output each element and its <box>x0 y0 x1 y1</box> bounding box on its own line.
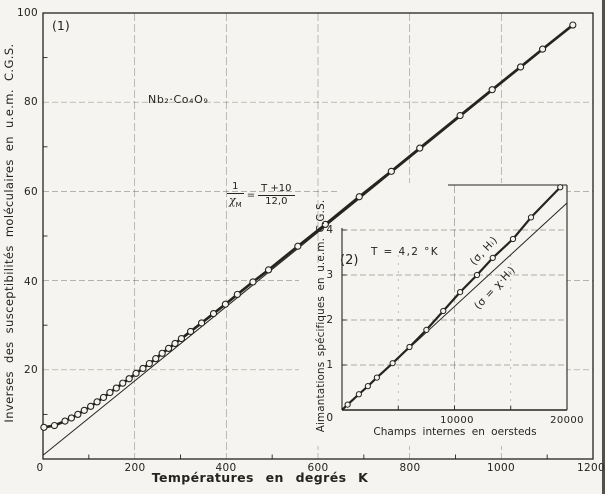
chi-symbol: χ <box>229 194 236 207</box>
panel-2-label: (2) <box>340 253 359 268</box>
main-x-tick-1000: 1000 <box>487 462 515 474</box>
inset-y-tick-1: 1 <box>326 359 333 371</box>
inset-temperature-label: T = 4,2 °K <box>371 246 440 258</box>
scan-edge-artifact <box>602 0 605 494</box>
formula-rhs: T +10 12,0 <box>258 183 295 208</box>
inset-origin-tick-0: 0 <box>326 412 333 424</box>
inset-y-tick-3: 3 <box>326 269 333 281</box>
formula-annotation: 1 χM = T +10 12,0 <box>227 181 295 209</box>
formula-lhs: 1 χM <box>227 181 244 209</box>
inset-y-tick-4: 4 <box>326 224 333 236</box>
compound-label: Nb₂·Co₄O₉ <box>148 93 209 106</box>
main-y-tick-40: 40 <box>24 276 38 288</box>
inset-x-axis-label: Champs internes en oersteds <box>373 426 537 438</box>
panel-1-label: (1) <box>52 18 70 33</box>
main-x-tick-800: 800 <box>399 462 421 474</box>
main-x-tick-0: 0 <box>36 462 44 474</box>
main-x-tick-400: 400 <box>215 462 237 474</box>
main-x-axis-label: Températures en degrés K <box>151 470 369 485</box>
main-y-tick-80: 80 <box>24 96 38 108</box>
formula-rhs-denominator: 12,0 <box>265 195 288 207</box>
main-x-tick-600: 600 <box>307 462 329 474</box>
main-y-tick-100: 100 <box>17 7 38 19</box>
inset-x-tick-20000: 20000 <box>550 415 584 426</box>
main-x-tick-200: 200 <box>124 462 146 474</box>
main-y-tick-20: 20 <box>24 364 38 376</box>
inset-y-tick-2: 2 <box>326 314 333 326</box>
main-x-tick-1200: 1200 <box>577 462 605 474</box>
main-y-tick-60: 60 <box>24 186 38 198</box>
inset-x-tick-10000: 10000 <box>440 415 474 426</box>
formula-equals: = <box>246 189 256 201</box>
formula-lhs-denominator: χM <box>227 194 244 209</box>
formula-lhs-numerator: 1 <box>227 181 244 194</box>
chi-subscript: M <box>235 201 242 209</box>
formula-rhs-numerator: T +10 <box>258 183 295 196</box>
